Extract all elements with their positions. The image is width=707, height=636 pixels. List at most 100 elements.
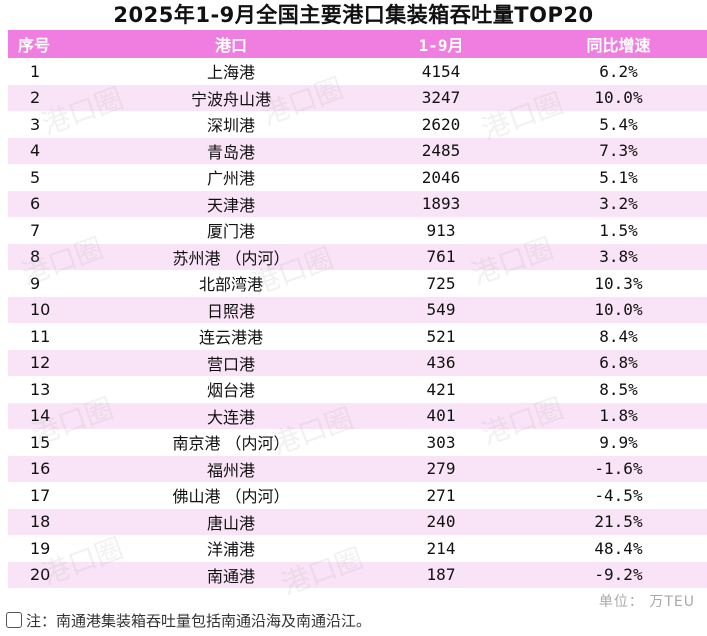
cell-rank: 8 xyxy=(8,243,106,270)
cell-growth: 9.9% xyxy=(526,429,707,456)
header-growth: 同比增速 xyxy=(526,30,707,58)
cell-growth: 3.2% xyxy=(526,190,707,217)
cell-growth: 6.8% xyxy=(526,349,707,376)
cell-volume: 401 xyxy=(356,402,526,429)
table-row: 14 大连港 401 1.8% xyxy=(8,402,707,429)
cell-rank: 7 xyxy=(8,217,106,244)
table-row: 19 洋浦港 214 48.4% xyxy=(8,535,707,562)
cell-volume: 4154 xyxy=(356,58,526,85)
cell-volume: 2620 xyxy=(356,111,526,138)
footnote-text: 注：南通港集装箱吞吐量包括南通沿海及南通沿江。 xyxy=(26,612,372,630)
cell-rank: 2 xyxy=(8,84,106,111)
cell-volume: 279 xyxy=(356,455,526,482)
cell-growth: -1.6% xyxy=(526,455,707,482)
cell-volume: 271 xyxy=(356,482,526,509)
cell-port: 宁波舟山港 xyxy=(106,84,356,111)
cell-volume: 436 xyxy=(356,349,526,376)
cell-port: 大连港 xyxy=(106,402,356,429)
cell-port: 洋浦港 xyxy=(106,535,356,562)
cell-volume: 421 xyxy=(356,376,526,403)
cell-growth: 3.8% xyxy=(526,243,707,270)
unit-label: 单位： 万TEU xyxy=(598,594,695,610)
cell-growth: 5.1% xyxy=(526,164,707,191)
cell-volume: 1893 xyxy=(356,190,526,217)
cell-port: 南通港 xyxy=(106,561,356,588)
cell-rank: 6 xyxy=(8,190,106,217)
table-row: 20 南通港 187 -9.2% xyxy=(8,561,707,588)
table-row: 16 福州港 279 -1.6% xyxy=(8,455,707,482)
table-row: 13 烟台港 421 8.5% xyxy=(8,376,707,403)
table-row: 3 深圳港 2620 5.4% xyxy=(8,111,707,138)
table-row: 5 广州港 2046 5.1% xyxy=(8,164,707,191)
cell-rank: 12 xyxy=(8,349,106,376)
header-port: 港口 xyxy=(106,30,356,58)
table-header-row: 序号 港口 1-9月 同比增速 xyxy=(8,30,707,58)
cell-port: 唐山港 xyxy=(106,508,356,535)
cell-volume: 303 xyxy=(356,429,526,456)
cell-volume: 2046 xyxy=(356,164,526,191)
note-icon xyxy=(6,612,22,628)
cell-volume: 240 xyxy=(356,508,526,535)
table-row: 8 苏州港 （内河） 761 3.8% xyxy=(8,243,707,270)
cell-rank: 19 xyxy=(8,535,106,562)
footnote: 注：南通港集装箱吞吐量包括南通沿海及南通沿江。 xyxy=(6,610,371,631)
table-row: 17 佛山港 （内河） 271 -4.5% xyxy=(8,482,707,509)
table-title: 2025年1-9月全国主要港口集装箱吞吐量TOP20 xyxy=(113,3,594,27)
cell-port: 南京港 （内河） xyxy=(106,429,356,456)
cell-growth: 10.3% xyxy=(526,270,707,297)
table-row: 9 北部湾港 725 10.3% xyxy=(8,270,707,297)
cell-rank: 14 xyxy=(8,402,106,429)
cell-port: 营口港 xyxy=(106,349,356,376)
table-row: 1 上海港 4154 6.2% xyxy=(8,58,707,85)
cell-growth: 8.4% xyxy=(526,323,707,350)
cell-growth: 5.4% xyxy=(526,111,707,138)
header-volume: 1-9月 xyxy=(356,30,526,58)
cell-volume: 2485 xyxy=(356,137,526,164)
cell-volume: 521 xyxy=(356,323,526,350)
cell-volume: 3247 xyxy=(356,84,526,111)
cell-rank: 5 xyxy=(8,164,106,191)
cell-port: 广州港 xyxy=(106,164,356,191)
cell-port: 北部湾港 xyxy=(106,270,356,297)
cell-growth: -4.5% xyxy=(526,482,707,509)
cell-volume: 549 xyxy=(356,296,526,323)
cell-volume: 214 xyxy=(356,535,526,562)
cell-port: 天津港 xyxy=(106,190,356,217)
cell-growth: 6.2% xyxy=(526,58,707,85)
cell-growth: 21.5% xyxy=(526,508,707,535)
cell-volume: 761 xyxy=(356,243,526,270)
cell-rank: 15 xyxy=(8,429,106,456)
table-row: 12 营口港 436 6.8% xyxy=(8,349,707,376)
cell-rank: 10 xyxy=(8,296,106,323)
table-row: 6 天津港 1893 3.2% xyxy=(8,190,707,217)
cell-port: 福州港 xyxy=(106,455,356,482)
cell-growth: 10.0% xyxy=(526,84,707,111)
table-body: 1 上海港 4154 6.2% 2 宁波舟山港 3247 10.0% 3 深圳港 2620 5.4% 4… xyxy=(8,58,707,588)
cell-rank: 20 xyxy=(8,561,106,588)
cell-rank: 9 xyxy=(8,270,106,297)
cell-port: 上海港 xyxy=(106,58,356,85)
cell-port: 连云港港 xyxy=(106,323,356,350)
cell-growth: 10.0% xyxy=(526,296,707,323)
cell-port: 烟台港 xyxy=(106,376,356,403)
table-row: 11 连云港港 521 8.4% xyxy=(8,323,707,350)
table-row: 15 南京港 （内河） 303 9.9% xyxy=(8,429,707,456)
cell-volume: 187 xyxy=(356,561,526,588)
cell-rank: 16 xyxy=(8,455,106,482)
cell-rank: 17 xyxy=(8,482,106,509)
cell-growth: 1.8% xyxy=(526,402,707,429)
table-row: 7 厦门港 913 1.5% xyxy=(8,217,707,244)
cell-rank: 1 xyxy=(8,58,106,85)
cell-port: 佛山港 （内河） xyxy=(106,482,356,509)
cell-volume: 913 xyxy=(356,217,526,244)
cell-growth: 7.3% xyxy=(526,137,707,164)
cell-growth: 1.5% xyxy=(526,217,707,244)
table-row: 18 唐山港 240 21.5% xyxy=(8,508,707,535)
cell-growth: 8.5% xyxy=(526,376,707,403)
cell-rank: 4 xyxy=(8,137,106,164)
table-row: 10 日照港 549 10.0% xyxy=(8,296,707,323)
cell-volume: 725 xyxy=(356,270,526,297)
header-rank: 序号 xyxy=(8,30,106,58)
cell-growth: 48.4% xyxy=(526,535,707,562)
cell-port: 苏州港 （内河） xyxy=(106,243,356,270)
